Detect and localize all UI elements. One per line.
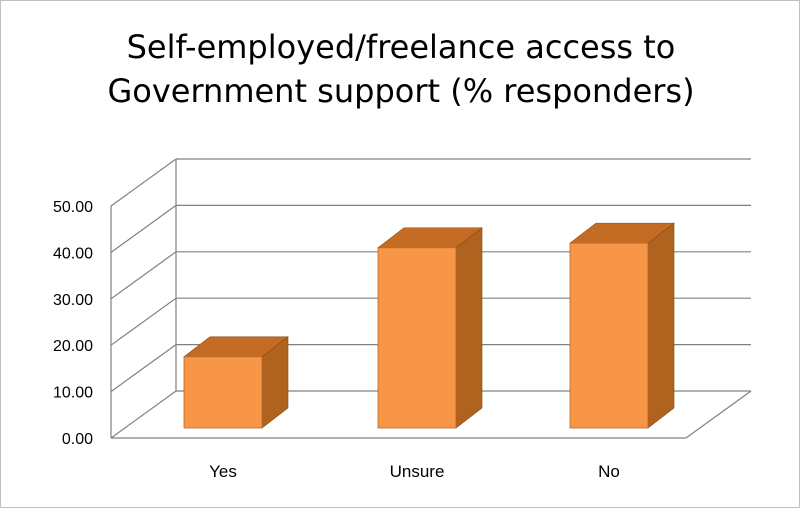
gridline-diagonal: [110, 297, 177, 346]
y-tick-label: 50.00: [53, 199, 93, 216]
gridline-diagonal: [110, 344, 177, 393]
gridline-diagonal: [110, 158, 177, 207]
y-tick-label: 20.00: [53, 338, 93, 355]
bar: [569, 242, 649, 429]
chart-title: Self-employed/freelance access to Govern…: [1, 25, 800, 113]
chart-title-line-1: Self-employed/freelance access to: [126, 28, 676, 66]
bar-side: [455, 227, 483, 429]
chart-title-line-2: Government support (% responders): [107, 72, 695, 110]
x-tick-label: Unsure: [390, 462, 445, 481]
x-tick-label: No: [598, 462, 620, 481]
gridline-diagonal: [110, 204, 177, 253]
gridline-diagonal: [110, 390, 177, 439]
bar: [377, 247, 457, 429]
y-tick-label: 10.00: [53, 385, 93, 402]
y-tick-label: 40.00: [53, 245, 93, 262]
x-tick-label: Yes: [209, 462, 237, 481]
bar: [183, 356, 263, 429]
y-tick-label: 30.00: [53, 292, 93, 309]
bar-side: [647, 222, 675, 429]
y-tick-label: 0.00: [62, 431, 93, 448]
floor-right-edge: [685, 390, 752, 439]
gridline-diagonal: [110, 251, 177, 300]
